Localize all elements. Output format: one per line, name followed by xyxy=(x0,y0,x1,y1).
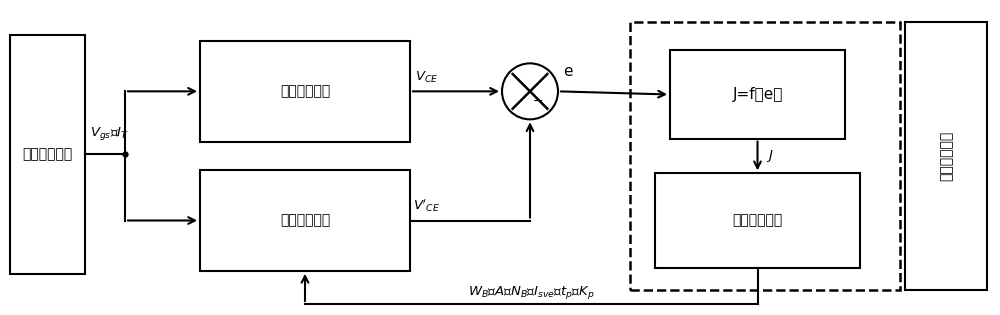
Text: $W_B$、$A$、$N_B$、$I_{sve}$、$t_p$、$K_p$: $W_B$、$A$、$N_B$、$I_{sve}$、$t_p$、$K_p$ xyxy=(468,284,594,301)
Text: J=f（e）: J=f（e） xyxy=(732,87,783,102)
Bar xyxy=(630,22,900,290)
Ellipse shape xyxy=(502,63,558,119)
Text: $J$: $J$ xyxy=(766,148,773,164)
Bar xyxy=(200,41,410,142)
Text: 参数仿真模块: 参数仿真模块 xyxy=(280,214,330,227)
Text: −: − xyxy=(533,94,544,108)
Text: 参数校准模块: 参数校准模块 xyxy=(939,131,953,181)
Bar xyxy=(655,173,860,268)
Bar xyxy=(200,170,410,271)
Bar xyxy=(670,50,845,139)
Text: $V_{gs}$、$I_T$: $V_{gs}$、$I_T$ xyxy=(90,125,129,142)
Text: 数据输入模块: 数据输入模块 xyxy=(22,147,73,161)
Bar xyxy=(905,22,987,290)
Text: e: e xyxy=(563,64,572,79)
Text: $V_{CE}$: $V_{CE}$ xyxy=(415,70,438,85)
Text: 神经网络模型: 神经网络模型 xyxy=(732,214,783,227)
Bar xyxy=(10,35,85,274)
Text: $V'_{CE}$: $V'_{CE}$ xyxy=(413,198,440,214)
Text: 电路实测模块: 电路实测模块 xyxy=(280,84,330,98)
